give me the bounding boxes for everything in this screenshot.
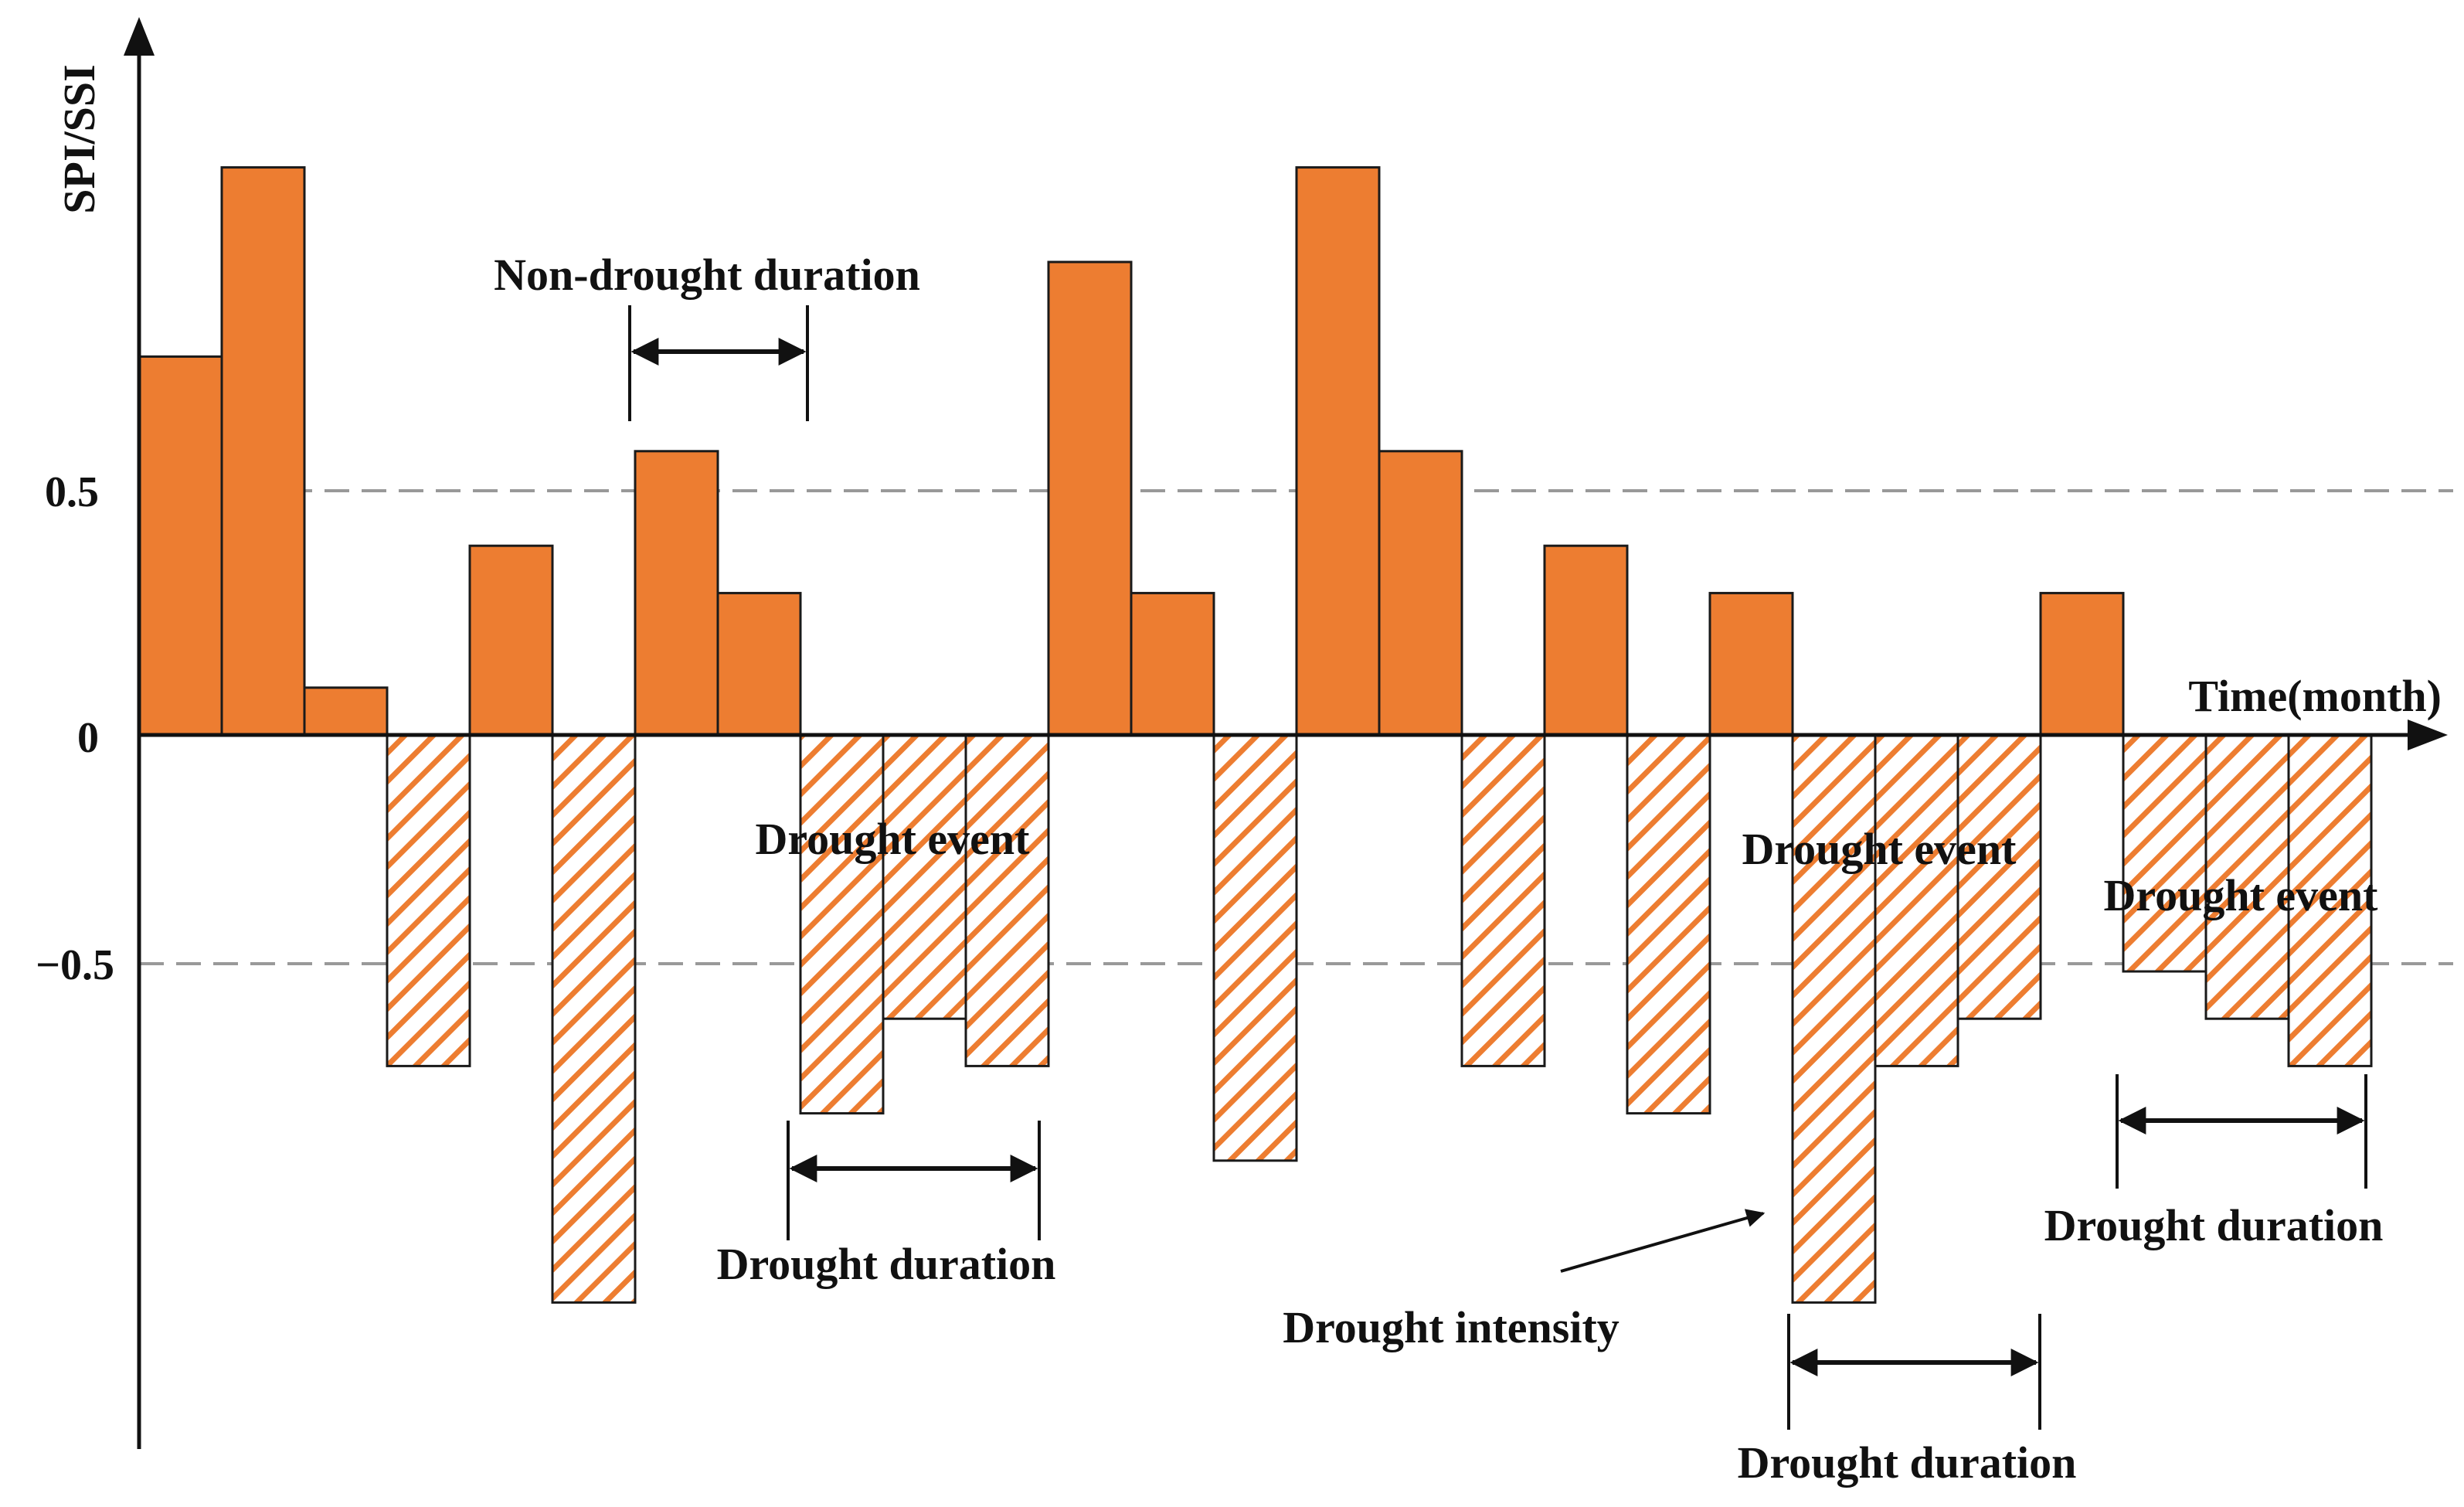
bar-negative <box>882 733 967 1020</box>
x-axis-label: Time(month) <box>2188 671 2442 721</box>
bar-negative <box>1956 733 2042 1020</box>
bar-positive <box>634 450 719 736</box>
drought-duration-label: Drought duration <box>1738 1437 2077 1488</box>
bar-negative <box>799 733 885 1115</box>
bar-positive <box>303 686 389 736</box>
bar-positive <box>1708 591 1794 736</box>
drought-event-label: Drought event <box>756 814 1031 864</box>
bar-positive <box>2039 591 2125 736</box>
y-tick-label: 0 <box>77 714 99 762</box>
y-axis-arrow <box>124 17 155 56</box>
bar-positive <box>1047 260 1133 736</box>
bar-negative <box>1874 733 1959 1067</box>
bar-negative <box>964 733 1050 1067</box>
drought-event-label: Drought event <box>2104 870 2379 920</box>
drought-duration-label: Drought duration <box>2044 1200 2384 1250</box>
drought-duration-label: Drought duration <box>717 1239 1056 1289</box>
non-drought-duration-label: Non-drought duration <box>494 250 920 300</box>
bar-negative <box>2122 733 2207 973</box>
bar-negative <box>2287 733 2373 1067</box>
bars-group <box>138 166 2373 1304</box>
bar-negative <box>1460 733 1546 1067</box>
bar-positive <box>138 355 223 736</box>
bar-positive <box>716 591 802 736</box>
bar-negative <box>386 733 471 1067</box>
bar-positive <box>1378 450 1463 736</box>
bar-positive <box>468 544 554 736</box>
bar-positive <box>1543 544 1629 736</box>
bar-positive <box>220 166 306 736</box>
bar-positive <box>1295 166 1381 736</box>
y-tick-label: 0.5 <box>45 468 99 516</box>
bar-negative <box>551 733 637 1304</box>
drought-intensity-label: Drought intensity <box>1283 1302 1619 1352</box>
drought-event-label: Drought event <box>1742 824 2017 874</box>
y-axis-label: SPI/SSI <box>54 64 104 213</box>
x-axis-arrow <box>2408 719 2448 750</box>
bar-negative <box>1791 733 1877 1304</box>
drought-intensity-arrow <box>1560 1209 1766 1273</box>
bar-positive <box>1130 591 1215 736</box>
bar-negative <box>1212 733 1298 1162</box>
y-tick-label: −0.5 <box>36 941 114 989</box>
bar-negative <box>1626 733 1711 1115</box>
